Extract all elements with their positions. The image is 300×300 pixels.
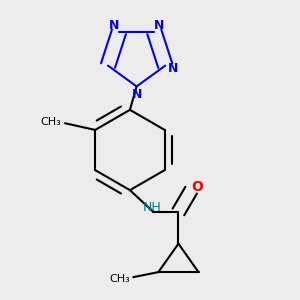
Text: CH₃: CH₃ [109,274,130,284]
Text: N: N [109,19,119,32]
Text: N: N [154,19,164,32]
Text: N: N [168,62,178,75]
Text: CH₃: CH₃ [40,117,61,127]
Text: NH: NH [142,201,161,214]
Text: N: N [131,88,142,101]
Text: O: O [191,181,203,194]
